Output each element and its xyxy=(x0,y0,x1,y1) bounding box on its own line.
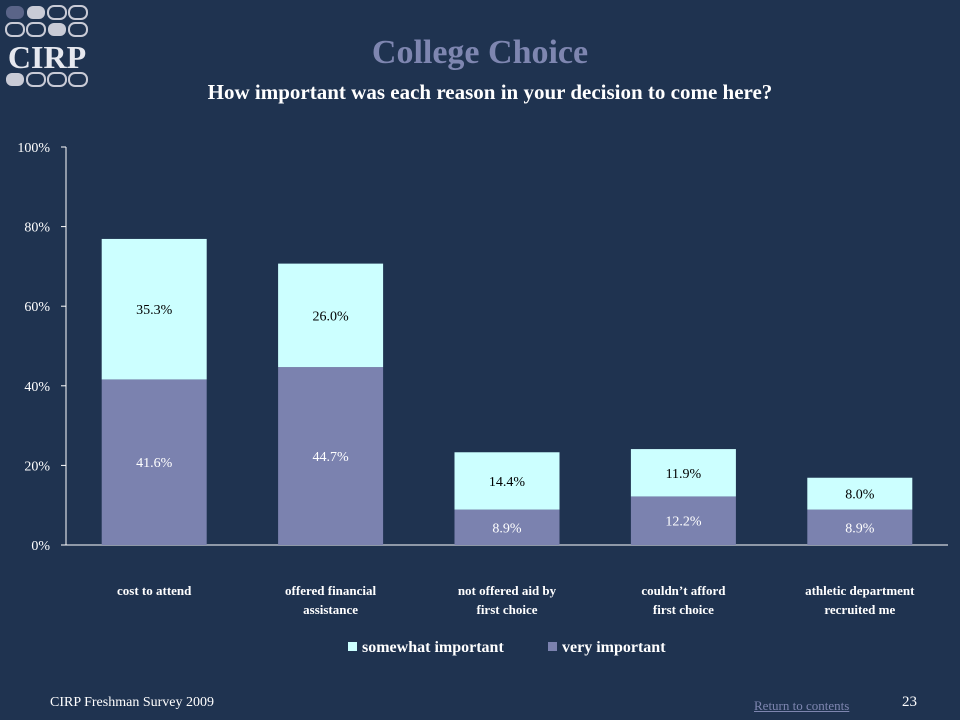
x-category-label: athletic department xyxy=(805,583,915,598)
x-category-label: offered financial xyxy=(285,583,376,598)
y-tick-label: 40% xyxy=(24,380,50,395)
chart-legend: somewhat important very important xyxy=(348,639,666,656)
bar-segment xyxy=(454,452,560,510)
legend-label: somewhat important xyxy=(362,639,504,656)
data-label: 12.2% xyxy=(665,515,702,530)
x-category-label: not offered aid by xyxy=(458,583,557,598)
chart-category-labels: cost to attend offered financial assistanc… xyxy=(117,583,915,617)
return-to-contents-link[interactable]: Return to contents xyxy=(754,698,850,713)
cirp-logo: CIRP xyxy=(5,5,88,87)
y-tick-label: 0% xyxy=(31,539,50,554)
x-category-label: first choice xyxy=(476,602,537,617)
x-category-label: recruited me xyxy=(824,602,895,617)
legend-label: very important xyxy=(562,639,666,656)
x-category-label: assistance xyxy=(303,602,358,617)
data-label: 8.9% xyxy=(845,521,875,536)
bar-segment xyxy=(807,509,913,545)
y-tick-label: 60% xyxy=(24,300,50,315)
bar-segment xyxy=(807,477,913,510)
y-tick-label: 80% xyxy=(24,221,50,236)
data-label: 14.4% xyxy=(489,475,526,490)
legend-swatch xyxy=(548,642,557,651)
y-tick-label: 20% xyxy=(24,459,50,474)
data-label: 26.0% xyxy=(313,309,350,324)
logo-dots xyxy=(5,5,88,87)
footer-source: CIRP Freshman Survey 2009 xyxy=(50,695,214,710)
data-label: 11.9% xyxy=(666,467,702,482)
chart-axes: 0% 20% 40% 60% 80% 100% xyxy=(17,141,948,554)
chart-bars xyxy=(101,238,913,545)
chart-data-labels: 41.6% 35.3% 44.7% 26.0% 8.9% 14.4% 12.2% 11.9% 8… xyxy=(136,303,875,536)
bar-segment xyxy=(278,367,384,545)
y-tick-label: 100% xyxy=(17,141,50,156)
logo-text: CIRP xyxy=(8,39,86,75)
x-category-label: couldn’t afford xyxy=(641,583,726,598)
bar-segment xyxy=(101,379,207,545)
slide-title: College Choice xyxy=(371,34,589,71)
bar-segment xyxy=(101,238,207,380)
chart-title: How important was each reason in your de… xyxy=(207,80,773,104)
legend-swatch xyxy=(348,642,357,651)
data-label: 8.0% xyxy=(845,488,875,503)
bar-segment xyxy=(630,449,736,497)
data-label: 41.6% xyxy=(136,456,173,471)
x-category-label: cost to attend xyxy=(117,583,192,598)
page-number: 23 xyxy=(902,694,917,710)
bar-segment xyxy=(278,263,384,368)
bar-segment xyxy=(630,496,736,545)
x-category-label: first choice xyxy=(653,602,714,617)
data-label: 44.7% xyxy=(313,450,350,465)
data-label: 35.3% xyxy=(136,303,173,318)
data-label: 8.9% xyxy=(492,521,522,536)
bar-segment xyxy=(454,509,560,545)
